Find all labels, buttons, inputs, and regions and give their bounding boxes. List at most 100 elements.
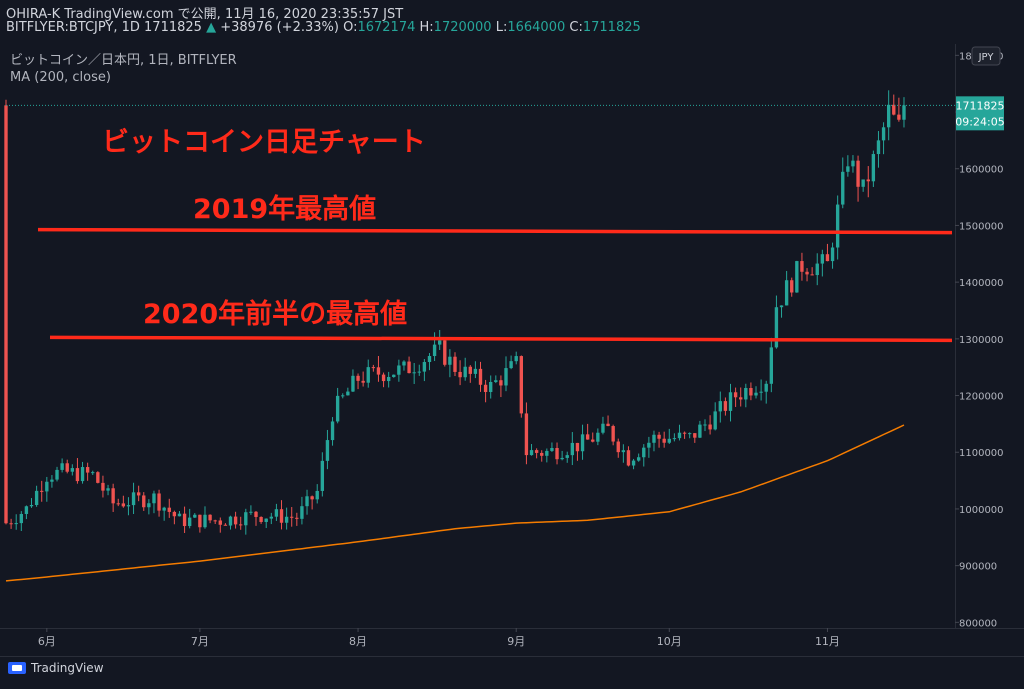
candle-down (381, 374, 386, 382)
candle-down (157, 493, 161, 511)
candle-down (606, 423, 610, 427)
candle-down (223, 524, 228, 526)
candle-up (422, 362, 427, 372)
horizontal-line (37, 227, 953, 235)
candle-down (356, 375, 360, 381)
candle-up (412, 372, 416, 374)
candle-up (698, 424, 702, 438)
candle-down (892, 104, 896, 115)
candle-up (264, 518, 268, 522)
price-axis[interactable]: 800000 900000 1000000 1100000 1200000 1300000… (955, 51, 1004, 629)
open-label: O: (343, 20, 358, 35)
candle-down (733, 392, 738, 398)
candle-up (29, 505, 34, 507)
candle-up (366, 367, 370, 383)
candle-up (193, 514, 197, 518)
candle-down (800, 261, 804, 272)
candle-down (142, 495, 146, 508)
candle-up (631, 460, 636, 466)
x-tick-label: 6月 (38, 635, 56, 648)
candle-down (657, 434, 661, 439)
candle-up (131, 492, 136, 506)
candle-up (397, 365, 401, 375)
candle-up (392, 374, 396, 377)
publish-info: OHIRA-K TradingView.com で公開, 11月 16, 202… (6, 7, 404, 22)
candle-down (121, 503, 126, 507)
x-tick-label: 11月 (815, 635, 840, 648)
low-value: 1664000 (507, 20, 566, 35)
candle-up (106, 488, 110, 491)
candle-down (708, 424, 712, 430)
candle-up (667, 438, 671, 443)
candle-down (208, 514, 212, 521)
candle-up (402, 361, 406, 366)
time-axis[interactable]: 6月 7月 8月 9月 10月 11月 (38, 628, 840, 648)
candle-down (585, 434, 590, 440)
candle-down (662, 438, 666, 443)
candle-up (386, 376, 391, 382)
currency-badge[interactable]: JPY (971, 46, 1001, 66)
candle-down (9, 523, 13, 525)
legend-indicator: MA (200, close) (10, 70, 111, 85)
candle-up (764, 383, 768, 392)
candle-up (335, 395, 340, 422)
candle-down (310, 496, 314, 500)
candle-up (621, 450, 626, 453)
candle-up (784, 280, 789, 306)
candle-up (876, 140, 881, 155)
candle-down (361, 380, 365, 383)
candle-down (749, 388, 753, 396)
candle-up (846, 166, 850, 172)
candle-up (647, 442, 651, 448)
candle-up (45, 481, 49, 492)
x-tick-label: 9月 (507, 635, 525, 648)
x-tick-label: 7月 (191, 635, 209, 648)
candle-down (407, 361, 411, 374)
candle-down (524, 413, 529, 456)
candle-down (739, 397, 743, 400)
candle-down (790, 280, 794, 293)
candle-up (315, 490, 319, 500)
candle-up (851, 160, 855, 167)
candle-down (805, 271, 809, 275)
candle-up (274, 509, 279, 517)
annotation-2020-high: 2020年前半の最高値 (143, 298, 407, 330)
y-tick-label: 1600000 (959, 165, 1004, 176)
arrow-up-icon: ▲ (206, 20, 217, 35)
candle-up (432, 344, 437, 357)
candle-up (718, 401, 722, 412)
y-tick-label: 1300000 (959, 335, 1004, 346)
candle-up (494, 380, 498, 383)
candle-down (167, 507, 171, 512)
currency-label: JPY (978, 52, 995, 63)
candle-up (529, 450, 534, 456)
candle-up (162, 507, 166, 511)
candle-up (795, 261, 799, 293)
candle-down (136, 492, 141, 496)
candle-down (616, 441, 620, 453)
x-tick-label: 10月 (657, 635, 682, 648)
y-tick-label: 1000000 (959, 505, 1004, 516)
close-label: C: (569, 20, 583, 35)
candle-up (126, 505, 131, 507)
symbol-text: BITFLYER:BTCJPY, 1D 1711825 (6, 20, 202, 35)
candle-up (672, 438, 677, 440)
footer-brand[interactable]: TradingView (8, 661, 104, 675)
candle-up (284, 516, 289, 523)
candle-down (254, 511, 258, 517)
candle-up (330, 421, 335, 441)
candle-up (596, 432, 600, 442)
candle-down (443, 340, 447, 365)
candle-up (886, 104, 891, 128)
candle-up (601, 423, 605, 433)
candle-down (96, 472, 100, 483)
candle-up (550, 448, 554, 451)
candle-down (259, 516, 263, 522)
candle-down (540, 452, 544, 456)
high-label: H: (419, 20, 434, 35)
candle-up (580, 434, 585, 452)
candle-up (417, 371, 421, 373)
candle-up (177, 513, 182, 517)
candle-down (575, 442, 580, 452)
